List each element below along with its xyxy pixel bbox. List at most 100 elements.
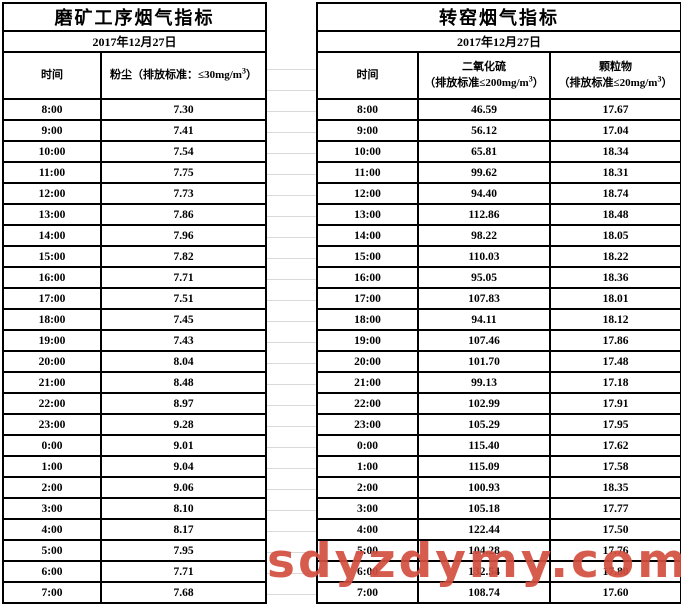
pm-cell: 18.01 — [548, 287, 681, 310]
time-cell: 1:00 — [2, 455, 102, 478]
value-cell: 7.41 — [100, 119, 267, 142]
table-row: 7:00 108.74 17.60 — [316, 581, 681, 604]
table-title-row: 转窑烟气指标 — [315, 2, 681, 32]
time-cell: 20:00 — [316, 350, 419, 373]
time-cell: 18:00 — [2, 308, 102, 331]
time-cell: 12:00 — [2, 182, 102, 205]
pm-cell: 17.50 — [548, 518, 681, 541]
table-row: 2:00 100.93 18.35 — [316, 476, 681, 499]
time-cell: 21:00 — [316, 371, 419, 394]
dust-header-close: ） — [245, 68, 257, 81]
so2-cell: 99.13 — [417, 371, 551, 394]
value-cell: 7.68 — [100, 581, 267, 604]
time-cell: 7:00 — [316, 581, 419, 604]
table-row: 2:00 9.06 — [2, 476, 267, 499]
time-cell: 19:00 — [316, 329, 419, 352]
table-row: 0:00 115.40 17.62 — [316, 434, 681, 457]
time-cell: 14:00 — [2, 224, 102, 247]
table-row: 9:00 56.12 17.04 — [316, 119, 681, 142]
value-cell: 7.75 — [100, 161, 267, 184]
time-cell: 7:00 — [2, 581, 102, 604]
kiln-pm-column-header: 颗粒物 （排放标准≤20mg/m3） — [548, 51, 681, 100]
time-cell: 8:00 — [2, 98, 102, 121]
pm-cell: 17.80 — [548, 560, 681, 583]
superscript-3: 3 — [528, 73, 533, 83]
time-cell: 3:00 — [316, 497, 419, 520]
kiln-time-column-header: 时间 — [316, 51, 419, 100]
so2-cell: 115.09 — [417, 455, 551, 478]
value-cell: 8.17 — [100, 518, 267, 541]
table-row: 16:00 7.71 — [2, 266, 267, 289]
kiln-table-title: 转窑烟气指标 — [315, 2, 681, 32]
value-cell: 7.82 — [100, 245, 267, 268]
value-cell: 9.28 — [100, 413, 267, 436]
table-header-row: 时间 粉尘（排放标准：≤30mg/m3） — [2, 51, 267, 100]
value-cell: 7.95 — [100, 539, 267, 562]
so2-cell: 104.28 — [417, 539, 551, 562]
table-row: 18:00 7.45 — [2, 308, 267, 331]
so2-cell: 110.03 — [417, 245, 551, 268]
time-cell: 19:00 — [2, 329, 102, 352]
value-cell: 7.45 — [100, 308, 267, 331]
table-row: 1:00 9.04 — [2, 455, 267, 478]
value-cell: 9.04 — [100, 455, 267, 478]
grinding-flue-gas-table: 磨矿工序烟气指标 2017年12月27日 时间 粉尘（排放标准：≤30mg/m3… — [2, 2, 267, 604]
so2-header-standard: （排放标准≤200mg/m3） — [419, 73, 549, 92]
so2-cell: 65.81 — [417, 140, 551, 163]
pm-header-standard: （排放标准≤20mg/m3） — [551, 74, 680, 92]
pm-cell: 18.48 — [548, 203, 681, 226]
table-row: 9:00 7.41 — [2, 119, 267, 142]
grinding-table-title: 磨矿工序烟气指标 — [2, 2, 267, 32]
time-cell: 23:00 — [2, 413, 102, 436]
table-row: 8:00 7.30 — [2, 98, 267, 121]
time-cell: 3:00 — [2, 497, 102, 520]
pm-cell: 18.74 — [548, 182, 681, 205]
so2-cell: 46.59 — [417, 98, 551, 121]
table-row: 15:00 7.82 — [2, 245, 267, 268]
table-row: 19:00 107.46 17.86 — [316, 329, 681, 352]
so2-cell: 95.05 — [417, 266, 551, 289]
time-cell: 10:00 — [2, 140, 102, 163]
time-cell: 13:00 — [2, 203, 102, 226]
value-cell: 7.73 — [100, 182, 267, 205]
table-row: 12:00 7.73 — [2, 182, 267, 205]
time-cell: 15:00 — [2, 245, 102, 268]
table-row: 6:00 132.54 17.80 — [316, 560, 681, 583]
pm-cell: 17.86 — [548, 329, 681, 352]
so2-cell: 108.74 — [417, 581, 551, 604]
time-cell: 12:00 — [316, 182, 419, 205]
so2-cell: 122.44 — [417, 518, 551, 541]
table-row: 4:00 8.17 — [2, 518, 267, 541]
so2-cell: 98.22 — [417, 224, 551, 247]
pm-cell: 17.58 — [548, 455, 681, 478]
so2-cell: 94.11 — [417, 308, 551, 331]
time-cell: 13:00 — [316, 203, 419, 226]
time-cell: 11:00 — [2, 161, 102, 184]
pm-cell: 18.35 — [548, 476, 681, 499]
pm-cell: 17.76 — [548, 539, 681, 562]
pm-cell: 18.05 — [548, 224, 681, 247]
pm-standard-text: （排放标准≤20mg/m — [558, 76, 658, 89]
pm-cell: 17.77 — [548, 497, 681, 520]
table-row: 1:00 115.09 17.58 — [316, 455, 681, 478]
superscript-3: 3 — [241, 65, 246, 75]
so2-cell: 100.93 — [417, 476, 551, 499]
time-cell: 5:00 — [2, 539, 102, 562]
grinding-time-column-header: 时间 — [2, 51, 102, 100]
time-cell: 18:00 — [316, 308, 419, 331]
time-cell: 2:00 — [316, 476, 419, 499]
value-cell: 7.30 — [100, 98, 267, 121]
time-cell: 4:00 — [2, 518, 102, 541]
so2-cell: 99.62 — [417, 161, 551, 184]
table-row: 13:00 7.86 — [2, 203, 267, 226]
so2-cell: 107.46 — [417, 329, 551, 352]
so2-cell: 132.54 — [417, 560, 551, 583]
table-row: 21:00 8.48 — [2, 371, 267, 394]
pm-cell: 18.31 — [548, 161, 681, 184]
table-row: 21:00 99.13 17.18 — [316, 371, 681, 394]
dust-header-text: 粉尘（排放标准：≤30mg/m — [110, 68, 242, 81]
time-cell: 5:00 — [316, 539, 419, 562]
pm-cell: 17.48 — [548, 350, 681, 373]
time-cell: 17:00 — [2, 287, 102, 310]
table-row: 10:00 7.54 — [2, 140, 267, 163]
